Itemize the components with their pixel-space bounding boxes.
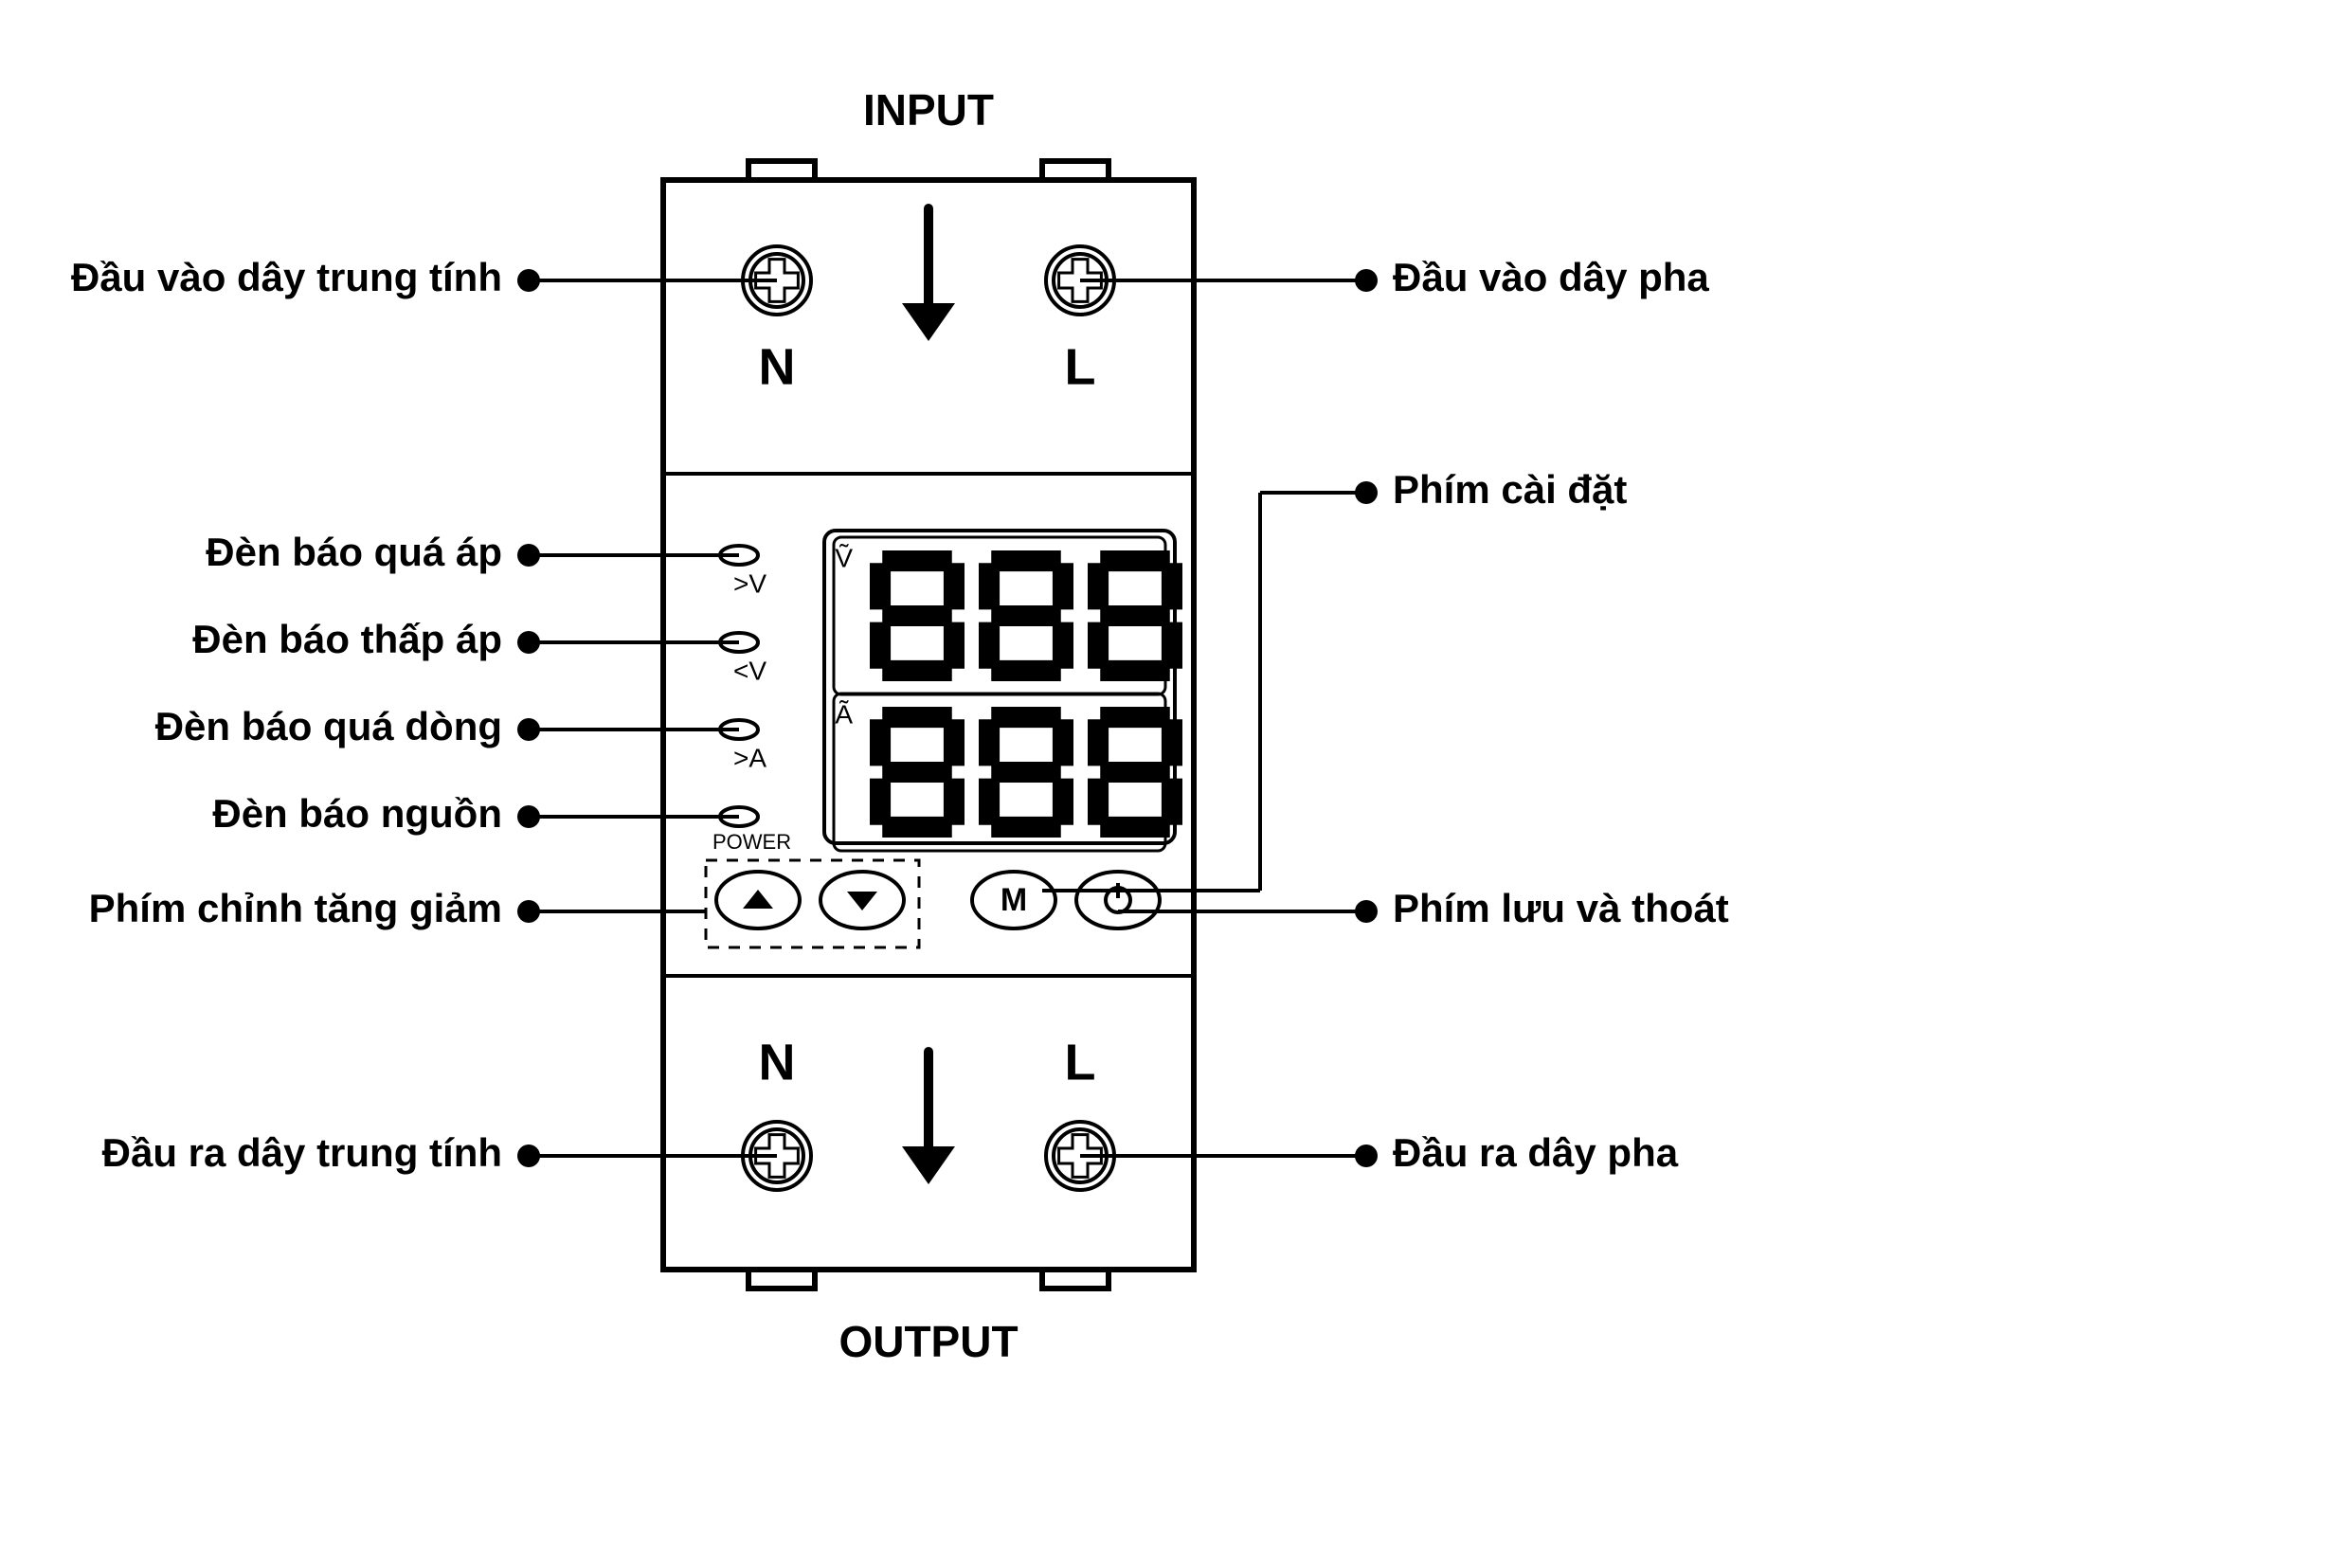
label-L-top: L: [1065, 338, 1096, 395]
label-N-top: N: [759, 338, 796, 395]
title-input: INPUT: [863, 85, 994, 135]
callout-label: Đầu ra dây pha: [1393, 1130, 1679, 1175]
button-down[interactable]: [820, 872, 904, 928]
button-m-label: M: [1001, 882, 1027, 918]
device-diagram: INPUT OUTPUT N L N L >V <V >A POWER Ṽ Ã M Đầu vào d…: [0, 0, 2344, 1568]
callout-label: Đèn báo quá dòng: [155, 704, 502, 748]
button-m[interactable]: M: [972, 872, 1055, 928]
callout-left: Đèn báo thấp áp: [192, 617, 739, 661]
button-power[interactable]: [1076, 872, 1160, 928]
callout-label: Phím cài đặt: [1393, 467, 1627, 512]
label-L-bottom: L: [1065, 1034, 1096, 1090]
callout-label: Phím chỉnh tăng giảm: [89, 886, 502, 930]
callout-label: Đèn báo nguồn: [212, 791, 502, 836]
label-N-bottom: N: [759, 1034, 796, 1090]
callout-label: Đầu ra dây trung tính: [102, 1130, 502, 1175]
callout-left: Đèn báo nguồn: [212, 791, 739, 836]
callout-label: Đèn báo thấp áp: [192, 617, 502, 661]
callout-label: Phím lưu và thoát: [1393, 886, 1729, 930]
callout-label: Đầu vào dây pha: [1393, 255, 1709, 299]
callout-label: Đèn báo quá áp: [206, 530, 502, 574]
unit-v: Ṽ: [835, 543, 853, 572]
unit-a: Ã: [835, 699, 853, 729]
callout-right: Phím lưu và thoát: [1118, 886, 1729, 930]
marker-over-a: >A: [733, 743, 766, 772]
callout-label: Đầu vào dây trung tính: [71, 255, 502, 299]
callout-left: Phím chỉnh tăng giảm: [89, 886, 706, 930]
marker-over-v: >V: [733, 568, 766, 598]
callout-left: Đèn báo quá dòng: [155, 704, 739, 748]
marker-under-v: <V: [733, 656, 766, 685]
label-power: POWER: [712, 830, 791, 854]
title-output: OUTPUT: [838, 1317, 1018, 1366]
button-up[interactable]: [716, 872, 800, 928]
callout-left: Đèn báo quá áp: [206, 530, 739, 574]
